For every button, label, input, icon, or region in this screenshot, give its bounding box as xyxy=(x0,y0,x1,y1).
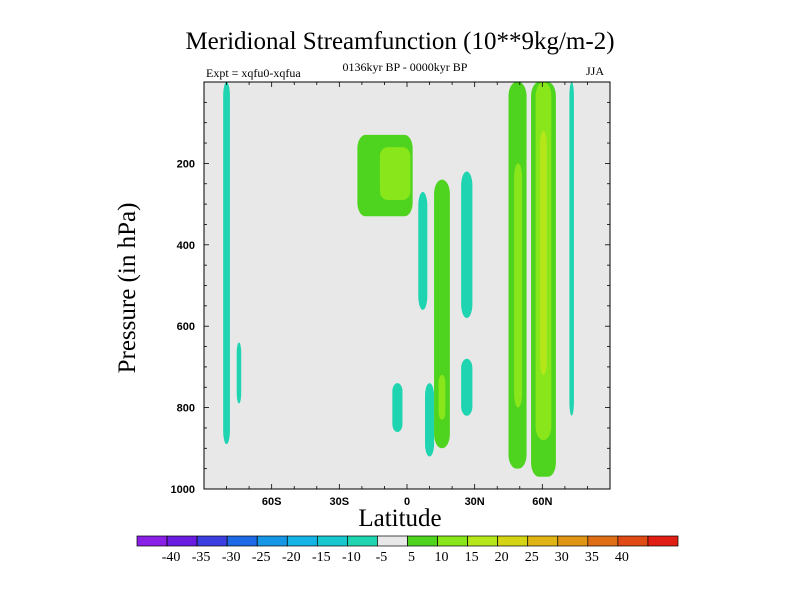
colorbar-label: -30 xyxy=(222,550,241,565)
colorbar-box xyxy=(407,535,438,547)
experiment-label: Expt = xqfu0-xqfua xyxy=(206,66,301,80)
y-tick-label: 1000 xyxy=(171,484,195,496)
chart-title: Meridional Streamfunction (10**9kg/m-2) xyxy=(185,28,615,55)
x-axis-label: Latitude xyxy=(358,505,442,532)
region-nh-subtropical-positive xyxy=(434,179,450,449)
axes: 60S 30S 0 30N 60N 200 400 600 800 1000 xyxy=(171,81,611,508)
colorbar-label: -15 xyxy=(312,550,331,565)
colorbar-box xyxy=(166,535,198,547)
x-tick-label: 30S xyxy=(330,496,350,508)
region-nh-high-lat-column xyxy=(569,82,574,416)
region-nh-subtropical-band-e xyxy=(461,358,473,416)
colorbar-box xyxy=(286,535,318,547)
colorbar-label: 30 xyxy=(555,550,569,565)
season-label: JJA xyxy=(586,64,605,78)
colorbar-box xyxy=(527,535,559,547)
colorbar-label: 5 xyxy=(408,550,415,565)
colorbar-label: 25 xyxy=(525,550,539,565)
region-nh-subtropical-core xyxy=(438,375,446,420)
colorbar-box xyxy=(587,535,619,547)
colorbar-box xyxy=(557,535,589,547)
colorbar-label: 20 xyxy=(495,550,509,565)
colorbar-label: -40 xyxy=(162,550,181,565)
colorbar-box xyxy=(196,535,228,547)
region-nh-midlat-core-b-inner xyxy=(540,130,547,376)
region-nh-subtropical-band-a xyxy=(418,191,428,310)
colorbar-box xyxy=(377,535,408,547)
region-sh-high-lat-column xyxy=(223,82,230,445)
region-nh-subtropical-band-b xyxy=(392,383,403,433)
colorbar-box xyxy=(316,535,348,547)
colorbar: -40 -35 -30 -25 -20 -15 -10 -5 5 10 15 20 25 30 35 40 xyxy=(136,535,679,565)
colorbar-label: 15 xyxy=(465,550,479,565)
colorbar-box xyxy=(347,535,378,547)
y-tick-label: 600 xyxy=(177,321,195,333)
colorbar-label: 10 xyxy=(435,550,449,565)
x-tick-label: 60N xyxy=(532,496,552,508)
chart-subtitle: 0136kyr BP - 0000kyr BP xyxy=(342,60,468,74)
colorbar-label: -25 xyxy=(252,550,271,565)
colorbar-box xyxy=(617,535,649,547)
colorbar-box xyxy=(437,535,468,547)
x-tick-label: 30N xyxy=(465,496,485,508)
x-tick-label: 60S xyxy=(262,496,282,508)
colorbar-box xyxy=(256,535,288,547)
region-sh-high-lat-lower-cell xyxy=(236,342,242,404)
y-tick-label: 200 xyxy=(177,158,195,170)
region-nh-midlat-core-a xyxy=(514,163,523,408)
colorbar-label: -5 xyxy=(376,550,388,565)
region-tropical-upper-core xyxy=(379,147,411,201)
colorbar-box xyxy=(497,535,529,547)
colorbar-box xyxy=(136,535,168,547)
y-tick-label: 400 xyxy=(177,240,195,252)
colorbar-label: -20 xyxy=(282,550,301,565)
region-nh-subtropical-band-d xyxy=(461,171,473,319)
colorbar-label: -35 xyxy=(192,550,211,565)
x-tick-label: 0 xyxy=(404,496,410,508)
contour-regions xyxy=(223,82,574,477)
colorbar-label: -10 xyxy=(342,550,361,565)
region-nh-subtropical-band-c xyxy=(425,383,435,457)
colorbar-box xyxy=(226,535,258,547)
colorbar-label: 40 xyxy=(615,550,629,565)
y-tick-label: 800 xyxy=(177,403,195,415)
colorbar-box xyxy=(467,535,499,547)
colorbar-box xyxy=(647,535,679,547)
colorbar-label: 35 xyxy=(585,550,599,565)
